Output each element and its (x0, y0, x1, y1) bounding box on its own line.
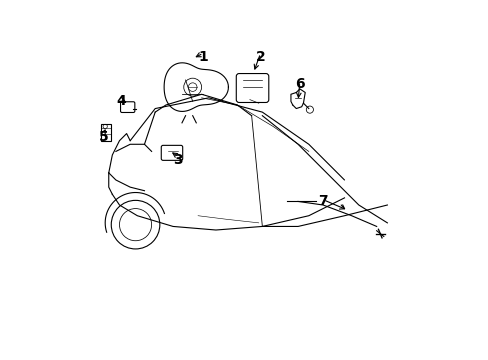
Text: 5: 5 (98, 130, 108, 144)
Text: 7: 7 (318, 194, 327, 208)
Text: 1: 1 (198, 50, 208, 64)
Text: 4: 4 (116, 94, 126, 108)
Text: 3: 3 (173, 153, 183, 167)
Text: 2: 2 (255, 50, 265, 64)
Text: 6: 6 (294, 77, 304, 91)
